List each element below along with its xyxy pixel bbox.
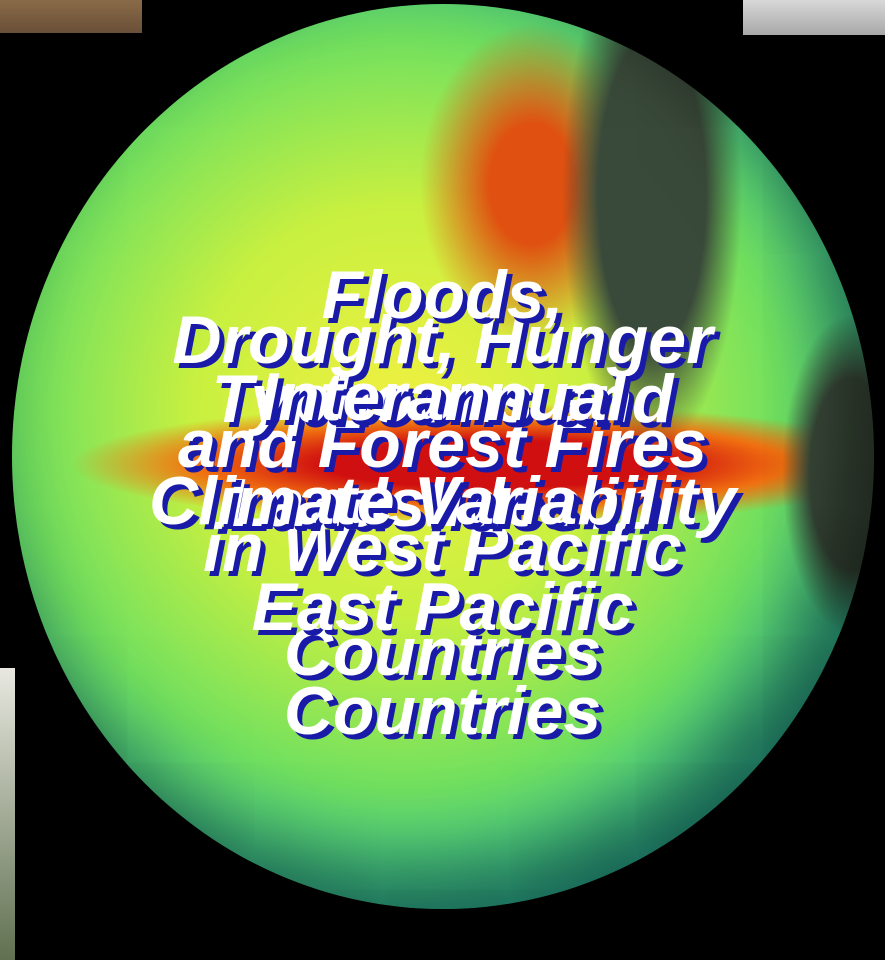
text-block: Interannual Climate Variability [0,345,885,553]
overlay-text: Floods, [321,257,564,333]
overlay-text: Landslides in [225,465,660,541]
overlay-text: Drought, Hunger [172,302,713,378]
text-block: Drought, Hunger and Forest Fires in West P… [0,288,885,704]
text-block: Floods, Typhoons and Landslides in East Pac… [0,243,885,763]
photo [0,668,15,960]
overlay-text: in West Pacific [203,510,682,586]
photo [743,0,885,35]
overlay-text: Countries [283,614,602,690]
overlay-text: Interannual [259,359,626,435]
overlay-text: Climate Variability [148,463,737,539]
overlay-text: East Pacific [251,569,634,645]
photo [0,0,142,33]
overlay-text: Countries [283,673,602,749]
overlay-text: Typhoons and [211,361,674,437]
globe-image [12,4,874,909]
overlay-text: and Forest Fires [177,406,708,482]
